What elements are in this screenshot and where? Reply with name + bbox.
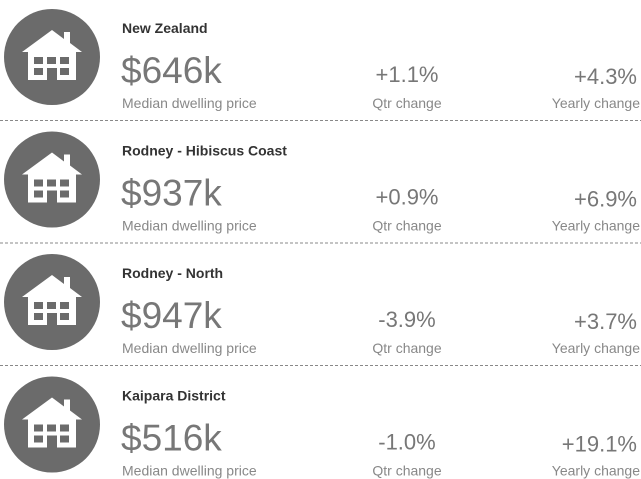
qtr-label: Qtr change — [372, 463, 441, 479]
price-row: New Zealand $646k Median dwelling price +1.… — [0, 9, 641, 121]
qtr-change: -3.9% — [378, 307, 435, 332]
house-window — [60, 302, 69, 309]
house-window — [34, 190, 43, 198]
qtr-label: Qtr change — [372, 218, 441, 234]
house-window — [34, 435, 43, 443]
house-window — [34, 57, 43, 64]
house-window — [47, 57, 56, 64]
house-window — [60, 313, 69, 320]
price-label: Median dwelling price — [122, 340, 257, 356]
yearly-label: Yearly change — [552, 95, 640, 111]
house-icon — [22, 30, 82, 80]
yearly-change: +4.3% — [574, 64, 637, 89]
qtr-label: Qtr change — [372, 95, 441, 111]
yearly-change: +3.7% — [574, 309, 637, 334]
price-row: Rodney - North $947k Median dwelling price… — [0, 254, 641, 366]
house-window — [60, 190, 69, 198]
house-window — [60, 424, 69, 432]
price-label: Median dwelling price — [122, 463, 257, 479]
house-window — [34, 179, 43, 187]
house-window — [47, 424, 56, 432]
house-window — [60, 68, 69, 75]
house-icon — [22, 275, 82, 325]
region-name: Rodney - Hibiscus Coast — [122, 143, 287, 159]
yearly-label: Yearly change — [552, 218, 640, 234]
median-price: $646k — [121, 50, 222, 91]
house-window — [60, 57, 69, 64]
house-door — [47, 190, 57, 203]
region-name: New Zealand — [122, 20, 208, 36]
house-icon — [22, 397, 82, 448]
qtr-label: Qtr change — [372, 340, 441, 356]
house-window — [47, 179, 56, 187]
house-window — [34, 302, 43, 309]
house-window — [60, 179, 69, 187]
yearly-change: +6.9% — [574, 187, 637, 212]
house-door — [47, 313, 57, 325]
qtr-change: +1.1% — [376, 62, 439, 87]
house-window — [34, 313, 43, 320]
house-door — [47, 435, 57, 448]
region-name: Rodney - North — [122, 265, 223, 281]
house-door — [47, 68, 57, 80]
yearly-change: +19.1% — [562, 432, 637, 457]
median-price: $516k — [121, 418, 222, 459]
yearly-label: Yearly change — [552, 463, 640, 479]
qtr-change: -1.0% — [378, 430, 435, 455]
house-icon — [22, 152, 82, 203]
price-row: Rodney - Hibiscus Coast $937k Median dwell… — [0, 131, 641, 244]
region-name: Kaipara District — [122, 388, 226, 404]
house-window — [47, 302, 56, 309]
house-window — [34, 424, 43, 432]
median-price: $947k — [121, 295, 222, 336]
yearly-label: Yearly change — [552, 340, 640, 356]
house-window — [60, 435, 69, 443]
price-label: Median dwelling price — [122, 218, 257, 234]
price-row: Kaipara District $516k Median dwelling pri… — [4, 376, 640, 479]
house-window — [34, 68, 43, 75]
median-price: $937k — [121, 173, 222, 214]
price-label: Median dwelling price — [122, 95, 257, 111]
qtr-change: +0.9% — [376, 185, 439, 210]
